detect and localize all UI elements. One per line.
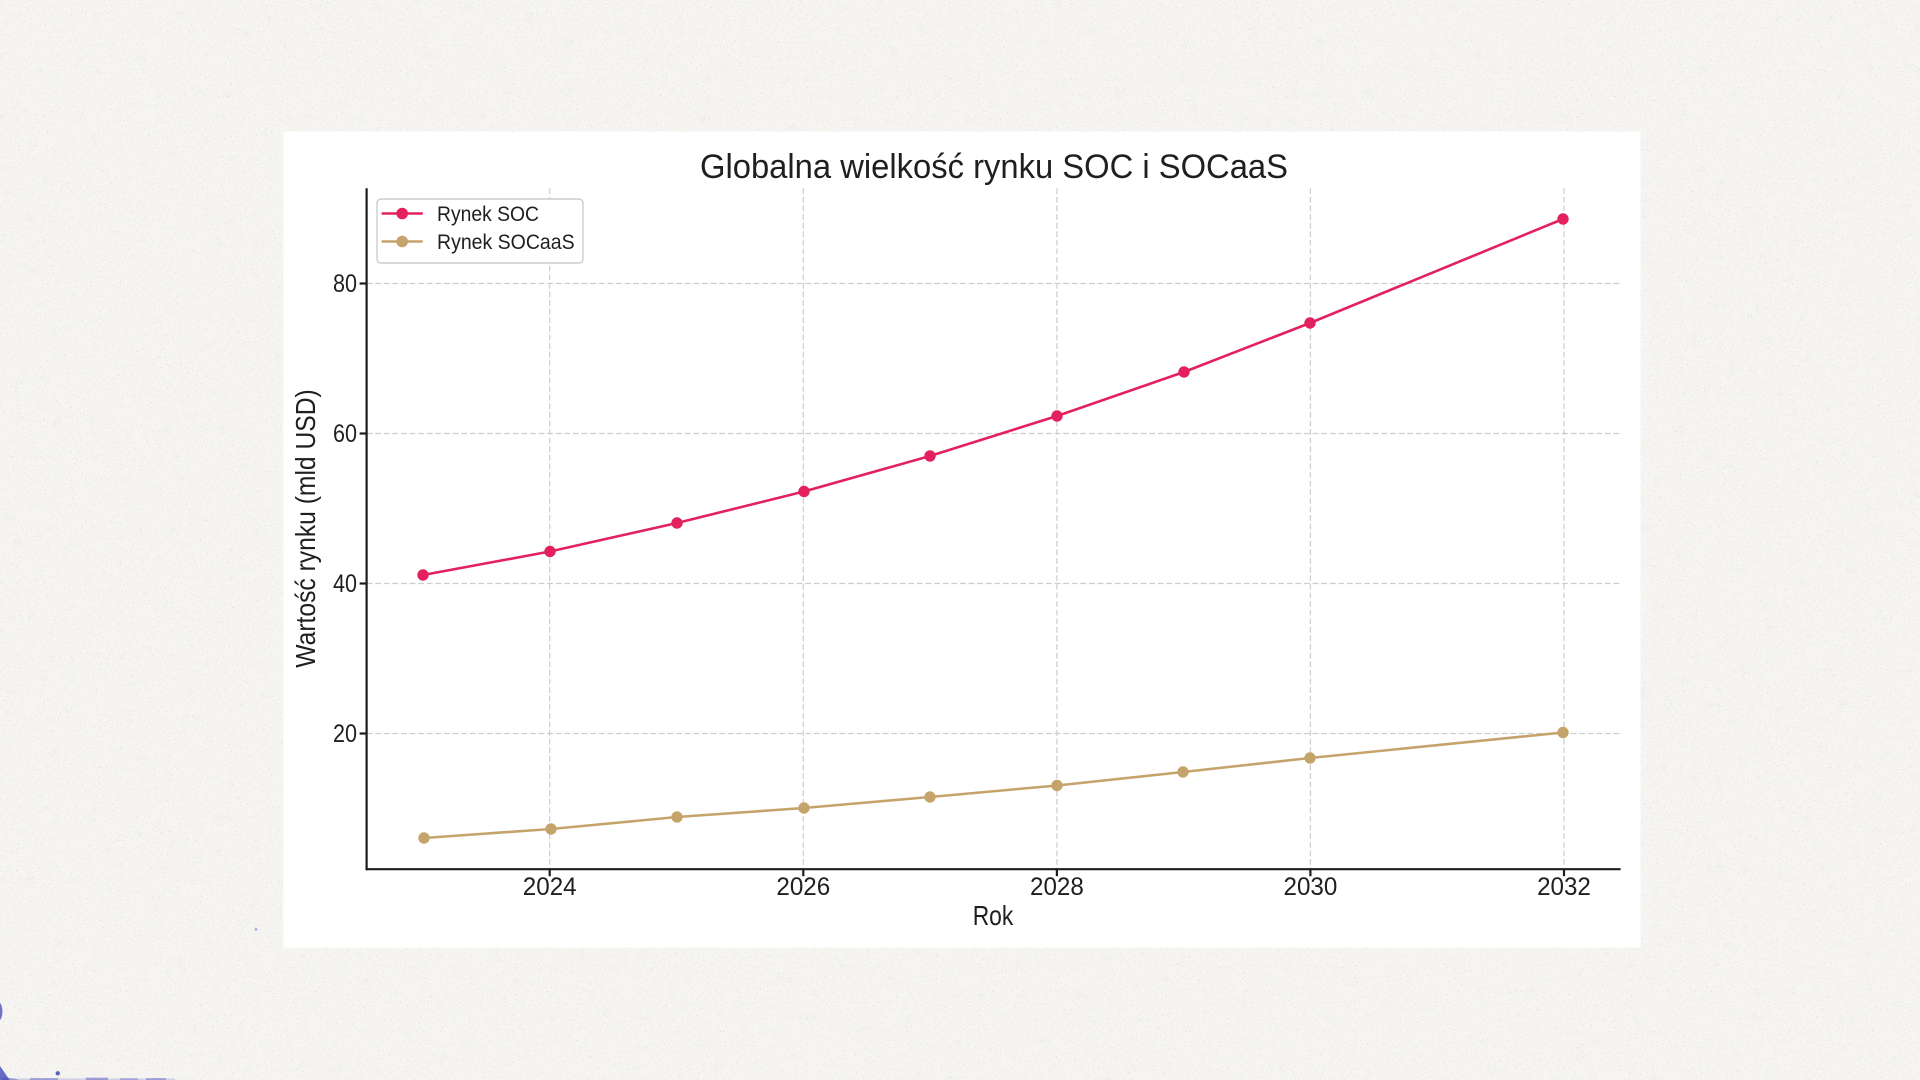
svg-text:Rok: Rok <box>973 900 1014 931</box>
svg-text:60: 60 <box>333 420 357 448</box>
svg-text:Rynek SOCaaS: Rynek SOCaaS <box>437 230 575 254</box>
svg-text:20: 20 <box>333 720 357 748</box>
svg-text:2030: 2030 <box>1284 873 1338 901</box>
svg-text:40: 40 <box>333 570 357 598</box>
svg-text:Wartość rynku (mld USD): Wartość rynku (mld USD) <box>290 389 321 668</box>
svg-text:2032: 2032 <box>1537 873 1591 901</box>
svg-text:Globalna wielkość rynku SOC i: Globalna wielkość rynku SOC i SOCaaS <box>700 148 1288 186</box>
svg-text:Rynek SOC: Rynek SOC <box>437 202 539 226</box>
svg-text:2026: 2026 <box>776 873 830 901</box>
svg-text:80: 80 <box>333 270 357 298</box>
svg-text:2024: 2024 <box>523 873 577 901</box>
svg-text:2028: 2028 <box>1030 873 1084 901</box>
